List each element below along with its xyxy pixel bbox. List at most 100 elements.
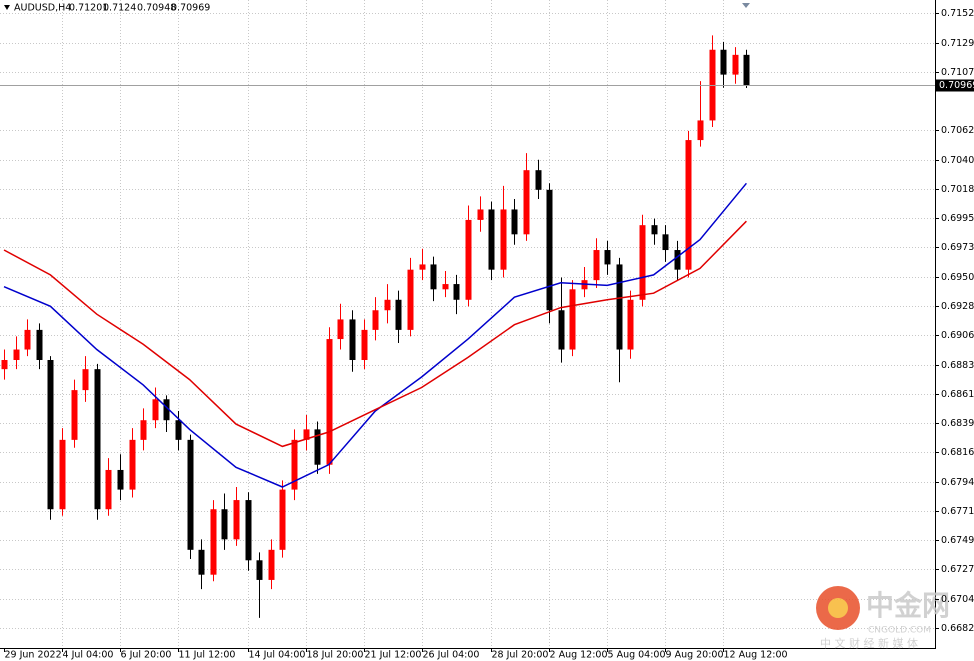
candle-body	[720, 49, 727, 75]
candle-body	[175, 420, 182, 440]
y-tick-label: 0.67715	[941, 506, 974, 517]
x-tick-label: 2 Aug 12:00	[550, 650, 608, 661]
candle-body	[349, 319, 356, 360]
candle-body	[477, 209, 484, 220]
candle-body	[326, 339, 333, 465]
candle-body	[36, 329, 43, 360]
candle-body	[697, 120, 704, 141]
candle-body	[233, 500, 240, 540]
current-price-label: 0.70969	[939, 80, 974, 91]
x-tick-label: 4 Jul 04:00	[63, 650, 114, 661]
candle-body	[523, 170, 530, 235]
candle-body	[419, 264, 426, 270]
candle-body	[453, 284, 460, 300]
candle-body	[546, 189, 553, 311]
close-value: 0.70969	[171, 3, 210, 14]
candle-body	[221, 509, 228, 540]
current-price-box	[936, 79, 974, 92]
candle-body	[129, 439, 136, 490]
candle-body	[616, 264, 623, 350]
candle-body	[372, 310, 379, 330]
header-icon	[4, 5, 10, 10]
candle-body	[604, 250, 611, 265]
low-value: 0.70948	[137, 3, 176, 14]
y-tick-label: 0.66820	[941, 623, 974, 634]
x-tick-label: 26 Jul 04:00	[423, 650, 480, 661]
candle-body	[152, 399, 159, 421]
y-tick-label: 0.69505	[941, 272, 974, 283]
moving-average	[3, 220, 747, 448]
candle-body	[511, 209, 518, 235]
candle-body	[442, 284, 449, 290]
symbol: AUDUSD,H4	[14, 3, 71, 14]
candle-body	[732, 54, 739, 75]
candle-body	[303, 429, 310, 440]
x-tick-label: 29 Jun 2022	[5, 650, 62, 661]
candle-body	[407, 269, 414, 330]
candle-body	[71, 390, 78, 440]
y-tick-label: 0.68835	[941, 360, 974, 371]
x-tick-label: 12 Aug 12:00	[724, 650, 788, 661]
candle-body	[337, 319, 344, 340]
candle-body	[685, 140, 692, 270]
candle-body	[82, 369, 89, 391]
watermark-title: 中金网	[866, 589, 950, 622]
candle-body	[268, 549, 275, 580]
watermark-logo-inner	[828, 598, 848, 618]
candle-body	[1, 360, 8, 370]
y-tick-label: 0.71295	[941, 38, 974, 49]
x-tick-label: 9 Aug 20:00	[666, 650, 724, 661]
header: AUDUSD,H4 0.71201 0.7124 0.70948 0.70969	[4, 3, 210, 14]
watermark: 中金网 CNGOLD.COM 中 文 财 经 新 媒 体	[816, 586, 950, 650]
candle-body	[105, 469, 112, 510]
x-tick-label: 28 Jul 20:00	[492, 650, 549, 661]
y-tick-label: 0.67045	[941, 594, 974, 605]
candle-body	[163, 399, 170, 421]
candle-body	[384, 299, 391, 311]
candle-body	[245, 500, 252, 561]
x-tick-label: 6 Jul 20:00	[121, 650, 172, 661]
candle-body	[500, 209, 507, 270]
candle-body	[639, 225, 646, 300]
candle-body	[465, 219, 472, 300]
shift-marker	[742, 3, 750, 8]
candle-body	[569, 289, 576, 350]
plot	[0, 35, 935, 618]
watermark-tagline: 中 文 财 经 新 媒 体	[820, 636, 918, 650]
candle-body	[256, 560, 263, 580]
candle-body	[291, 439, 298, 490]
x-tick-label: 14 Jul 04:00	[249, 650, 306, 661]
watermark-site: CNGOLD.COM	[868, 626, 931, 636]
candle-body	[198, 549, 205, 575]
candle-body	[395, 299, 402, 330]
candle-body	[361, 329, 368, 360]
candle-body	[558, 310, 565, 350]
x-tick-label: 21 Jul 12:00	[365, 650, 422, 661]
candle-body	[662, 234, 669, 251]
x-tick-label: 5 Aug 04:00	[608, 650, 666, 661]
candle-body	[674, 250, 681, 270]
x-tick-label: 18 Jul 20:00	[307, 650, 364, 661]
candle-body	[651, 225, 658, 235]
candle-body	[279, 489, 286, 550]
candle-body	[140, 420, 147, 440]
candle-body	[13, 349, 20, 360]
candle-body	[47, 360, 54, 510]
candle-body	[488, 209, 495, 270]
high-value: 0.7124	[103, 3, 136, 14]
open-value: 0.71201	[69, 3, 108, 14]
candle-body	[117, 469, 124, 490]
x-tick-label: 11 Jul 12:00	[179, 650, 236, 661]
